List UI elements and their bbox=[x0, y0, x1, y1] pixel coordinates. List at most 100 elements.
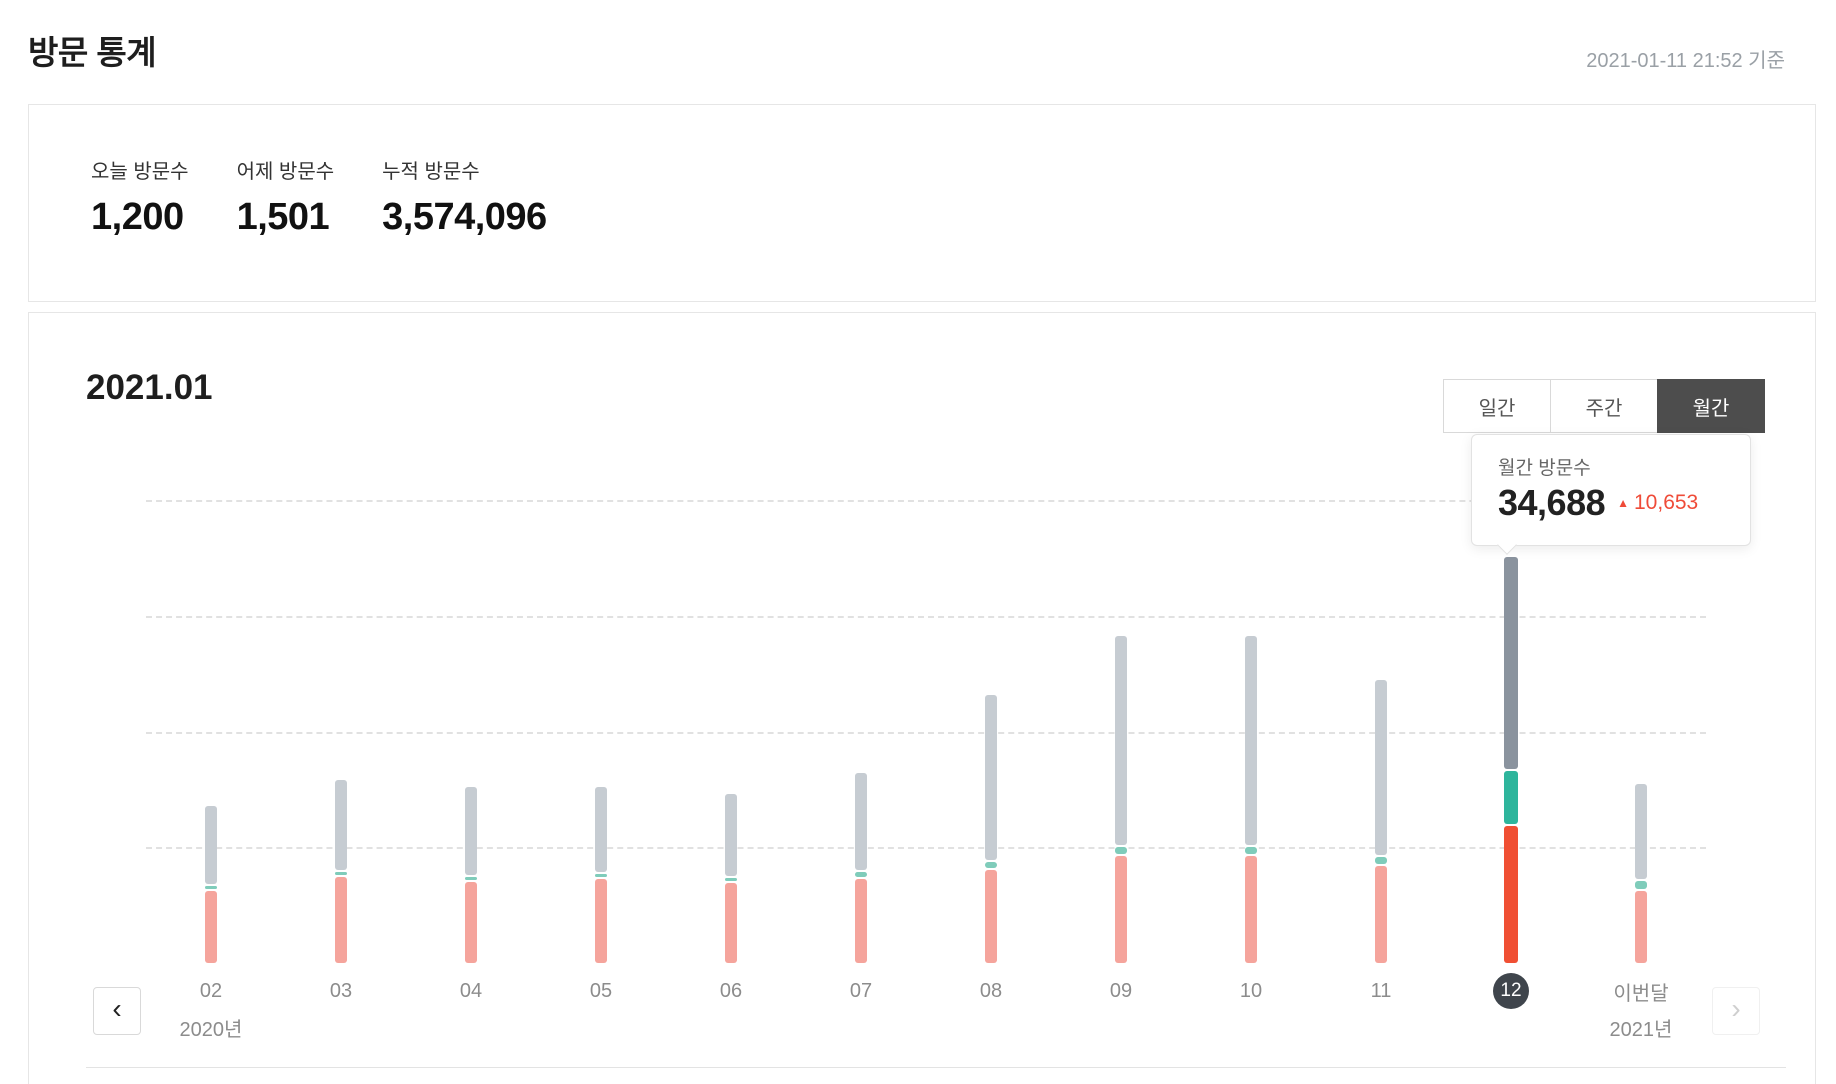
tab-weekly[interactable]: 주간 bbox=[1550, 379, 1658, 433]
segment-red-bottom bbox=[335, 877, 347, 963]
chevron-left-icon: ‹ bbox=[112, 993, 122, 1024]
x-label-이번달[interactable]: 이번달 2021년 bbox=[1576, 973, 1706, 1042]
month-label[interactable]: 이번달 bbox=[1613, 982, 1669, 1005]
segment-red-bottom bbox=[205, 891, 217, 963]
segment-teal-middle bbox=[1504, 771, 1518, 824]
segment-red-bottom bbox=[595, 879, 607, 963]
month-label[interactable]: 05 bbox=[589, 979, 613, 1002]
x-label-09[interactable]: 09 bbox=[1056, 973, 1186, 1042]
tab-monthly[interactable]: 월간 bbox=[1657, 379, 1765, 433]
stat-label: 어제 방문수 bbox=[236, 161, 335, 183]
segment-teal-middle bbox=[595, 874, 607, 877]
segment-red-bottom bbox=[855, 879, 867, 963]
x-label-02[interactable]: 02 2020년 bbox=[146, 973, 276, 1042]
segment-gray-top bbox=[335, 780, 347, 870]
bar-12[interactable] bbox=[1446, 557, 1576, 963]
stat-yesterday-visits: 어제 방문수 1,501 bbox=[237, 155, 335, 239]
segment-teal-middle bbox=[1245, 847, 1257, 854]
tooltip-value: 34,688 bbox=[1498, 482, 1606, 523]
segment-teal-middle bbox=[985, 862, 997, 868]
segment-gray-top bbox=[985, 695, 997, 860]
x-label-06[interactable]: 06 bbox=[666, 973, 796, 1042]
bar-04[interactable] bbox=[406, 787, 536, 963]
x-label-11[interactable]: 11 bbox=[1316, 973, 1446, 1042]
bar-02[interactable] bbox=[146, 806, 276, 963]
period-tabs: 일간 주간 월간 bbox=[1443, 379, 1765, 433]
segment-gray-top bbox=[1635, 784, 1647, 879]
gridline bbox=[146, 847, 1706, 849]
month-label[interactable]: 02 bbox=[199, 979, 223, 1002]
month-label[interactable]: 03 bbox=[329, 979, 353, 1002]
x-label-10[interactable]: 10 bbox=[1186, 973, 1316, 1042]
month-label[interactable]: 08 bbox=[979, 979, 1003, 1002]
segment-gray-top bbox=[855, 773, 867, 870]
x-label-08[interactable]: 08 bbox=[926, 973, 1056, 1042]
x-label-05[interactable]: 05 bbox=[536, 973, 666, 1042]
summary-card: 오늘 방문수 1,200 어제 방문수 1,501 누적 방문수 3,574,0… bbox=[28, 104, 1816, 302]
bar-05[interactable] bbox=[536, 787, 666, 963]
segment-red-bottom bbox=[1635, 891, 1647, 963]
segment-teal-middle bbox=[1635, 881, 1647, 889]
stat-label: 누적 방문수 bbox=[382, 161, 480, 183]
month-label[interactable]: 04 bbox=[459, 979, 483, 1002]
summary-stats: 오늘 방문수 1,200 어제 방문수 1,501 누적 방문수 3,574,0… bbox=[29, 105, 1815, 239]
delta-up-icon: ▲ bbox=[1617, 496, 1629, 510]
bar-08[interactable] bbox=[926, 695, 1056, 963]
month-label[interactable]: 07 bbox=[849, 979, 873, 1002]
page-title: 방문 통계 bbox=[28, 34, 157, 71]
x-label-03[interactable]: 03 bbox=[276, 973, 406, 1042]
segment-gray-top bbox=[1245, 636, 1257, 845]
stat-label: 오늘 방문수 bbox=[91, 161, 189, 183]
selected-month-badge[interactable]: 12 bbox=[1493, 973, 1529, 1009]
segment-gray-top bbox=[725, 794, 737, 876]
bar-06[interactable] bbox=[666, 794, 796, 963]
segment-gray-top bbox=[1375, 680, 1387, 855]
segment-gray-top bbox=[1115, 636, 1127, 845]
segment-gray-top bbox=[1504, 557, 1518, 769]
segment-teal-middle bbox=[725, 878, 737, 881]
segment-gray-top bbox=[465, 787, 477, 875]
chart-plot bbox=[146, 500, 1706, 963]
segment-teal-middle bbox=[465, 877, 477, 880]
bar-11[interactable] bbox=[1316, 680, 1446, 963]
period-title: 2021.01 bbox=[86, 368, 213, 407]
stat-value: 3,574,096 bbox=[382, 196, 547, 238]
tab-daily[interactable]: 일간 bbox=[1443, 379, 1551, 433]
segment-gray-top bbox=[595, 787, 607, 872]
tooltip-row: 34,688 ▲ 10,653 bbox=[1498, 482, 1726, 524]
bar-이번달[interactable] bbox=[1576, 784, 1706, 963]
year-label: 2020년 bbox=[179, 1019, 243, 1041]
chart-card: 2021.01 일간 주간 월간 월간 방문수 34,688 ▲ 10,653 … bbox=[28, 312, 1816, 1084]
bar-03[interactable] bbox=[276, 780, 406, 963]
tooltip-label: 월간 방문수 bbox=[1498, 458, 1591, 479]
segment-gray-top bbox=[205, 806, 217, 884]
stat-today-visits: 오늘 방문수 1,200 bbox=[91, 155, 189, 239]
segment-red-bottom bbox=[1245, 856, 1257, 963]
segment-red-bottom bbox=[985, 870, 997, 963]
month-label[interactable]: 09 bbox=[1109, 979, 1133, 1002]
x-label-12[interactable]: 12 bbox=[1446, 973, 1576, 1042]
prev-period-button[interactable]: ‹ bbox=[93, 987, 141, 1035]
chart-x-axis: 02 2020년 03 04 05 06 07 08 09 10 11 12 이번달 2021년 bbox=[146, 973, 1706, 1042]
stat-cumulative-visits: 누적 방문수 3,574,096 bbox=[382, 155, 547, 239]
x-label-04[interactable]: 04 bbox=[406, 973, 536, 1042]
bottom-divider bbox=[86, 1067, 1786, 1068]
month-label[interactable]: 11 bbox=[1370, 979, 1392, 1002]
x-label-07[interactable]: 07 bbox=[796, 973, 926, 1042]
year-label: 2021년 bbox=[1609, 1019, 1673, 1041]
bar-10[interactable] bbox=[1186, 636, 1316, 963]
tooltip-delta-value: 10,653 bbox=[1634, 491, 1699, 514]
segment-teal-middle bbox=[1375, 857, 1387, 864]
chart-tooltip: 월간 방문수 34,688 ▲ 10,653 bbox=[1471, 434, 1751, 546]
bar-09[interactable] bbox=[1056, 636, 1186, 963]
segment-red-bottom bbox=[1504, 826, 1518, 963]
next-period-button[interactable]: › bbox=[1712, 987, 1760, 1035]
segment-red-bottom bbox=[1115, 856, 1127, 963]
month-label[interactable]: 10 bbox=[1239, 979, 1263, 1002]
segment-teal-middle bbox=[1115, 847, 1127, 854]
bar-07[interactable] bbox=[796, 773, 926, 963]
gridline bbox=[146, 732, 1706, 734]
segment-red-bottom bbox=[465, 882, 477, 963]
timestamp: 2021-01-11 21:52 기준 bbox=[1586, 50, 1785, 72]
month-label[interactable]: 06 bbox=[719, 979, 743, 1002]
